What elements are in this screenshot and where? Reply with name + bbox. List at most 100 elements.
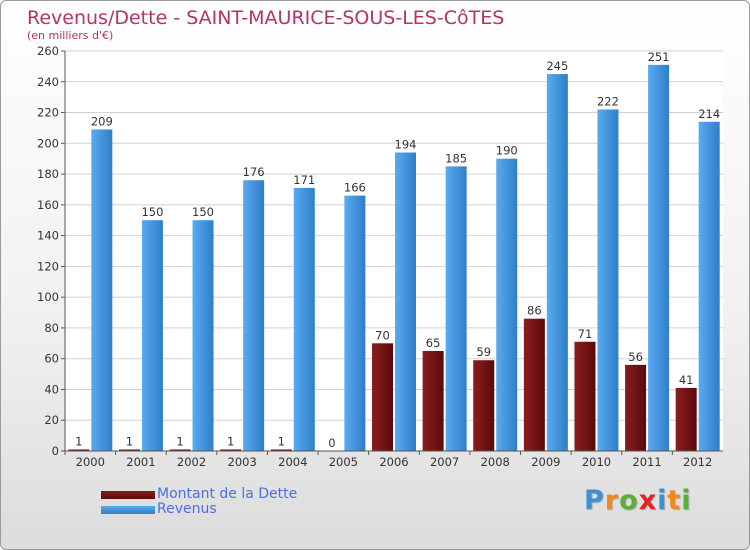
bar-revenus-2002 xyxy=(192,220,214,451)
data-label-dette-2006: 70 xyxy=(375,328,390,342)
legend-swatch-dette xyxy=(101,490,155,499)
y-tick-label: 0 xyxy=(52,444,59,458)
y-tick-label: 160 xyxy=(37,198,59,212)
bar-revenus-2006 xyxy=(395,152,416,452)
legend-item-revenus: Revenus xyxy=(101,502,297,517)
x-tick-label: 2002 xyxy=(177,455,206,469)
legend-item-dette: Montant de la Dette xyxy=(101,487,297,502)
proxiti-logo: Proxiti xyxy=(584,485,692,516)
x-tick-label: 2009 xyxy=(531,455,560,469)
x-tick-label: 2000 xyxy=(76,455,105,469)
bar-revenus-2011 xyxy=(648,64,670,451)
logo-letter: P xyxy=(584,485,605,516)
y-tick-label: 100 xyxy=(37,290,59,304)
data-label-dette-2001: 1 xyxy=(126,434,133,448)
x-tick-label: 2007 xyxy=(430,455,459,469)
data-label-revenus-2001: 150 xyxy=(141,205,163,219)
bar-dette-2008 xyxy=(473,360,495,451)
y-tick-label: 20 xyxy=(44,413,59,427)
y-tick-label: 260 xyxy=(37,44,59,58)
bar-revenus-2007 xyxy=(445,166,467,451)
legend-label-revenus: Revenus xyxy=(157,501,217,517)
chart-subtitle: (en milliers d'€) xyxy=(27,29,114,42)
bar-revenus-2009 xyxy=(546,74,568,452)
bar-revenus-2000 xyxy=(91,129,113,451)
y-tick-label: 180 xyxy=(37,167,59,181)
bar-revenus-2012 xyxy=(698,121,720,452)
bar-dette-2006 xyxy=(372,343,393,451)
bar-revenus-2010 xyxy=(597,109,619,451)
data-label-revenus-2007: 185 xyxy=(445,151,467,165)
x-tick-label: 2008 xyxy=(481,455,510,469)
data-label-dette-2009: 86 xyxy=(527,304,542,318)
data-label-dette-2003: 1 xyxy=(227,434,234,448)
data-label-dette-2000: 1 xyxy=(75,434,82,448)
data-label-revenus-2012: 214 xyxy=(698,107,720,121)
plot-background xyxy=(65,51,723,451)
bar-revenus-2008 xyxy=(496,158,518,451)
x-tick-label: 2004 xyxy=(278,455,307,469)
logo-letter: i xyxy=(657,485,668,516)
data-labels: 1 209 1 150 1 150 1 176 1 171 0 166 70 194 65 185 59 190 8… xyxy=(75,50,720,450)
data-label-dette-2011: 56 xyxy=(628,350,643,364)
x-tick-label: 2001 xyxy=(126,455,155,469)
bar-revenus-2001 xyxy=(141,220,163,451)
y-tick-label: 80 xyxy=(44,321,59,335)
x-tick-label: 2011 xyxy=(632,455,661,469)
bar-dette-2011 xyxy=(625,364,647,451)
y-tick-label: 140 xyxy=(37,229,59,243)
bar-dette-2004 xyxy=(270,449,292,451)
data-label-revenus-2009: 245 xyxy=(546,59,568,73)
logo-letter: t xyxy=(667,485,682,516)
x-tick-label: 2005 xyxy=(329,455,358,469)
bar-revenus-2003 xyxy=(243,180,265,451)
data-label-dette-2004: 1 xyxy=(278,434,285,448)
bar-dette-2007 xyxy=(422,351,444,451)
data-label-revenus-2008: 190 xyxy=(496,144,518,158)
chart-title: Revenus/Dette - SAINT-MAURICE-SOUS-LES-C… xyxy=(27,7,505,29)
x-tick-label: 2003 xyxy=(228,455,257,469)
data-label-dette-2002: 1 xyxy=(176,434,183,448)
legend: Montant de la Dette Revenus xyxy=(101,487,297,517)
logo-letter: o xyxy=(619,485,639,516)
legend-swatch-revenus xyxy=(101,505,155,514)
plot-area xyxy=(65,51,723,451)
data-label-dette-2005: 0 xyxy=(328,436,335,450)
x-tick-label: 2010 xyxy=(582,455,611,469)
y-tick-label: 40 xyxy=(44,382,59,396)
data-label-revenus-2005: 166 xyxy=(344,181,366,195)
axes: 0 20 40 60 80 100 120 140 160 180 200 220 240 260 2000… xyxy=(37,44,723,469)
data-label-revenus-2006: 194 xyxy=(395,138,417,152)
data-label-dette-2008: 59 xyxy=(476,345,491,359)
y-tick-label: 200 xyxy=(37,136,59,150)
data-label-revenus-2010: 222 xyxy=(597,94,619,108)
logo-letter: x xyxy=(638,485,658,516)
bar-revenus-2005 xyxy=(344,195,366,451)
data-label-revenus-2002: 150 xyxy=(192,205,214,219)
logo-letter: r xyxy=(604,485,620,516)
bar-dette-2010 xyxy=(574,341,596,451)
data-label-dette-2007: 65 xyxy=(426,336,441,350)
x-tick-label: 2006 xyxy=(379,455,408,469)
y-tick-label: 60 xyxy=(44,352,59,366)
bar-dette-2001 xyxy=(118,449,140,451)
bar-revenus-2004 xyxy=(293,187,315,451)
y-tick-label: 240 xyxy=(37,75,59,89)
data-label-revenus-2003: 176 xyxy=(243,165,265,179)
data-label-dette-2010: 71 xyxy=(578,327,593,341)
y-tick-label: 120 xyxy=(37,259,59,273)
bar-dette-2002 xyxy=(169,449,191,451)
bars xyxy=(68,64,720,452)
data-label-revenus-2000: 209 xyxy=(91,114,113,128)
bar-dette-2012 xyxy=(675,387,697,451)
bar-dette-2003 xyxy=(220,449,242,451)
data-label-revenus-2011: 251 xyxy=(648,50,670,64)
data-label-revenus-2004: 171 xyxy=(293,173,315,187)
bar-dette-2009 xyxy=(523,318,545,451)
data-label-dette-2012: 41 xyxy=(679,373,694,387)
x-tick-label: 2012 xyxy=(683,455,712,469)
bar-dette-2000 xyxy=(68,449,90,451)
logo-letter: i xyxy=(681,485,692,516)
